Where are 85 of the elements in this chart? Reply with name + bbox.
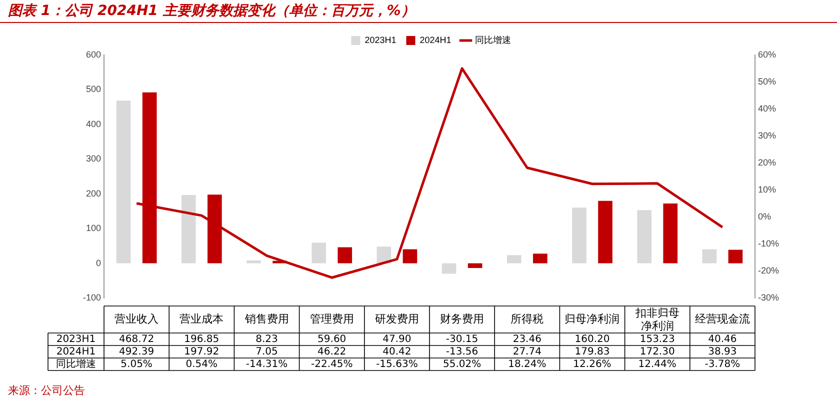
- y-tick-label: 200: [86, 188, 102, 198]
- y-tick-label: 500: [86, 84, 102, 94]
- bar: [338, 247, 352, 264]
- data-label: 18.24%: [508, 358, 546, 370]
- data-label: 0.54%: [186, 358, 218, 370]
- y2-tick-label: 40%: [758, 103, 776, 114]
- bar: [142, 92, 157, 264]
- bar: [312, 242, 326, 264]
- data-label: 5.05%: [120, 358, 152, 370]
- x-tick-label: 经营现金流: [694, 312, 750, 326]
- data-label: 7.05: [256, 346, 278, 358]
- data-label: 59.60: [318, 334, 346, 345]
- data-label: 179.83: [574, 346, 610, 358]
- y2-tick-label: -10%: [758, 238, 780, 248]
- y2-tick-label: 20%: [758, 157, 776, 168]
- x-tick-label: 销售费用: [244, 312, 289, 326]
- x-tick-label: 管理费用: [310, 312, 354, 326]
- x-tick-label: 扣非归母净利润: [634, 306, 680, 332]
- data-label: 197.92: [184, 346, 220, 358]
- bar: [572, 208, 586, 264]
- data-label: 468.72: [119, 334, 154, 345]
- data-label: 153.23: [640, 334, 675, 345]
- x-tick-label: 归母净利润: [564, 312, 620, 326]
- data-label: 196.85: [184, 334, 220, 345]
- source-note: 来源：公司公告: [8, 383, 85, 398]
- y-tick-label: 100: [86, 223, 102, 234]
- data-label: -14.31%: [246, 358, 288, 370]
- y-tick-label: 600: [86, 49, 102, 60]
- data-label: 38.93: [708, 346, 737, 358]
- data-label: 12.26%: [573, 358, 612, 370]
- data-label: 172.30: [640, 346, 675, 358]
- bar: [208, 194, 222, 264]
- y2-tick-label: 10%: [758, 184, 776, 194]
- legend-label: 2024H1: [420, 34, 452, 45]
- data-label: 40.42: [382, 346, 412, 358]
- y-tick-label: 0: [96, 258, 102, 268]
- y-tick-label: -100: [83, 292, 102, 302]
- x-tick-label: 营业收入: [114, 312, 159, 326]
- data-label: 55.02%: [442, 358, 482, 370]
- bar: [246, 260, 261, 264]
- data-label: 492.39: [119, 346, 154, 358]
- data-label: -30.15: [446, 334, 478, 345]
- bar: [663, 203, 678, 264]
- bar: [468, 263, 482, 268]
- bar: [116, 100, 131, 264]
- y2-tick-label: 0%: [758, 211, 772, 222]
- bar: [728, 250, 743, 264]
- bar: [442, 263, 456, 274]
- legend-label: 2023H1: [364, 34, 396, 45]
- data-label: -15.63%: [376, 358, 418, 370]
- data-label: 23.46: [512, 334, 542, 345]
- y2-tick-label: 30%: [758, 130, 776, 140]
- bar: [702, 249, 717, 264]
- y2-tick-label: -20%: [758, 265, 780, 276]
- x-tick-label: 营业成本: [180, 312, 224, 326]
- bar: [533, 254, 548, 264]
- chart-title: 图表 1：公司 2024H1 主要财务数据变化（单位：百万元，%）: [0, 0, 837, 23]
- bar: [637, 210, 652, 264]
- data-label: 47.90: [382, 334, 412, 345]
- text: 2023H1: [56, 334, 96, 345]
- y2-tick-label: 50%: [758, 76, 776, 86]
- bar: [402, 249, 418, 264]
- bar: [598, 200, 612, 264]
- y-tick-label: 400: [86, 118, 102, 129]
- data-label: -13.56: [446, 346, 478, 358]
- data-label: -3.78%: [704, 358, 740, 370]
- bar: [506, 255, 522, 264]
- data-label: 46.22: [318, 346, 346, 358]
- x-tick-label: 财务费用: [440, 312, 484, 326]
- y2-tick-label: 60%: [758, 49, 776, 60]
- bar: [181, 194, 196, 264]
- y-tick-label: 300: [86, 154, 102, 164]
- bar: [376, 246, 392, 264]
- data-label: 40.46: [708, 334, 737, 345]
- text: 2024H1: [56, 346, 96, 358]
- data-label: 160.20: [574, 334, 610, 345]
- data-label: -22.45%: [310, 358, 353, 370]
- legend-label: 同比增速: [474, 34, 511, 45]
- data-label: 12.44%: [638, 358, 676, 370]
- data-label: 27.74: [512, 346, 542, 358]
- x-tick-label: 所得税: [510, 312, 544, 326]
- data-label: 8.23: [256, 334, 278, 345]
- y2-tick-label: -30%: [758, 292, 780, 302]
- x-tick-label: 研发费用: [374, 312, 419, 326]
- text: 同比增速: [56, 358, 96, 370]
